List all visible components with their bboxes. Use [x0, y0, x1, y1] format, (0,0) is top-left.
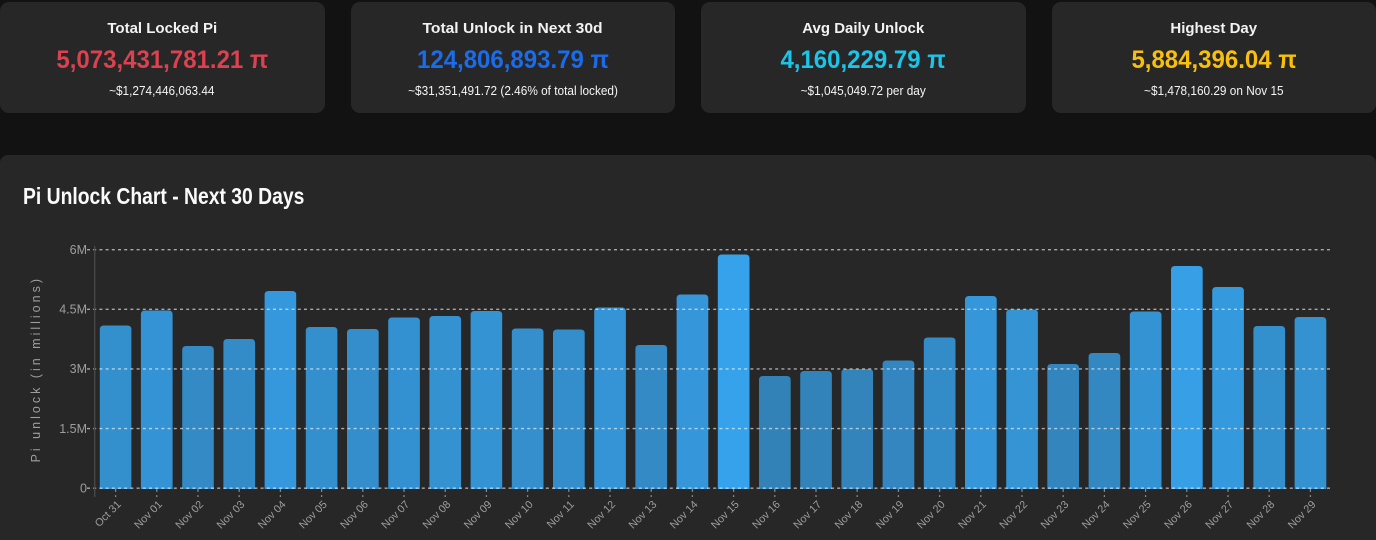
svg-text:Nov 28: Nov 28: [1245, 499, 1278, 532]
svg-text:Nov 13: Nov 13: [627, 499, 660, 532]
svg-text:Pi unlock (in millions): Pi unlock (in millions): [29, 276, 43, 462]
svg-text:Nov 09: Nov 09: [462, 499, 495, 532]
svg-text:Nov 23: Nov 23: [1039, 499, 1072, 532]
svg-text:Nov 20: Nov 20: [915, 499, 948, 532]
svg-text:Nov 27: Nov 27: [1203, 499, 1236, 532]
svg-text:Nov 10: Nov 10: [503, 499, 536, 532]
svg-text:Nov 11: Nov 11: [545, 499, 577, 531]
svg-text:4.5M: 4.5M: [59, 303, 87, 317]
svg-text:Nov 24: Nov 24: [1080, 499, 1113, 532]
svg-text:Nov 07: Nov 07: [379, 499, 412, 532]
svg-text:Nov 18: Nov 18: [833, 499, 866, 532]
svg-text:Nov 14: Nov 14: [668, 499, 701, 532]
svg-text:3M: 3M: [70, 362, 87, 376]
svg-text:Nov 05: Nov 05: [297, 499, 330, 532]
svg-text:Nov 16: Nov 16: [750, 499, 783, 532]
svg-text:6M: 6M: [70, 243, 87, 257]
svg-text:Nov 19: Nov 19: [874, 499, 907, 532]
svg-text:Nov 15: Nov 15: [709, 499, 742, 532]
svg-text:Nov 29: Nov 29: [1286, 499, 1319, 532]
svg-text:Nov 06: Nov 06: [338, 499, 371, 532]
svg-text:1.5M: 1.5M: [59, 422, 87, 436]
svg-text:Nov 21: Nov 21: [956, 499, 989, 532]
svg-text:Nov 02: Nov 02: [173, 499, 206, 532]
svg-text:Oct 31: Oct 31: [93, 499, 124, 530]
svg-text:0: 0: [80, 482, 87, 496]
svg-text:Nov 01: Nov 01: [132, 499, 165, 532]
svg-text:Nov 25: Nov 25: [1121, 499, 1154, 532]
svg-text:Nov 26: Nov 26: [1162, 499, 1195, 532]
svg-text:Nov 03: Nov 03: [215, 499, 248, 532]
svg-text:Nov 22: Nov 22: [997, 499, 1030, 532]
svg-text:Nov 04: Nov 04: [256, 499, 289, 532]
svg-text:Nov 17: Nov 17: [791, 499, 824, 532]
svg-text:Nov 12: Nov 12: [585, 499, 618, 532]
svg-text:Nov 08: Nov 08: [421, 499, 454, 532]
